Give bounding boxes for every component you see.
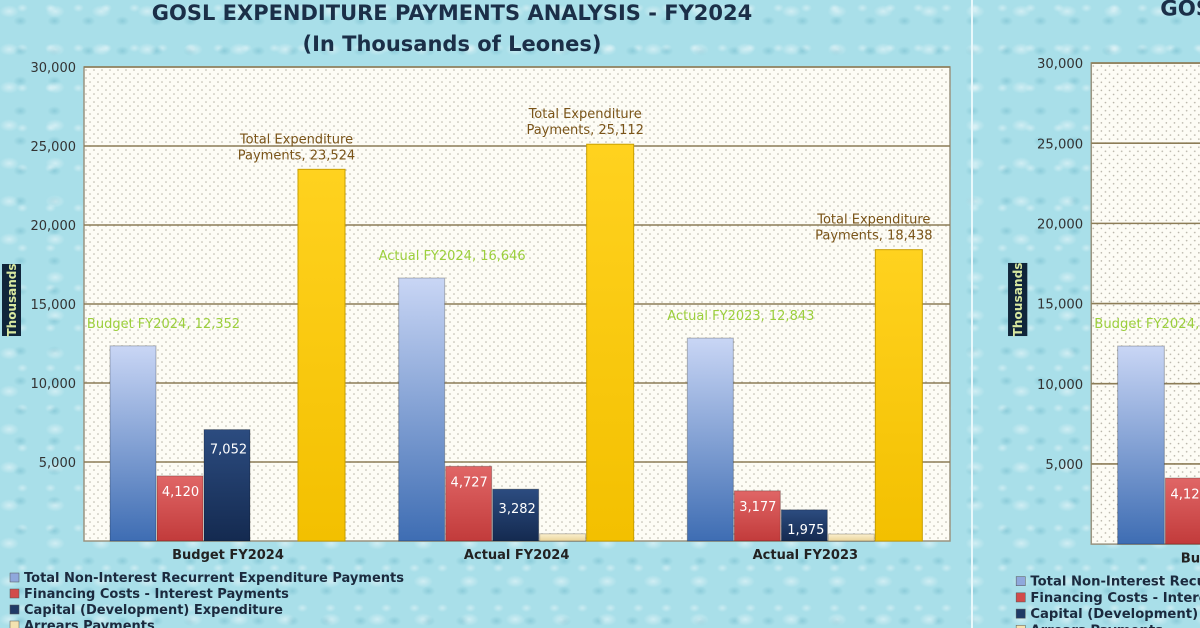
bar-1-0: [398, 277, 446, 542]
bar-2-3: [827, 533, 875, 542]
bar-1-4: [586, 143, 635, 542]
y-tick-label: 15,000: [1037, 298, 1083, 313]
data-label: 4,120: [162, 485, 199, 500]
y-tick-label: 20,000: [31, 219, 77, 234]
y-tick-label: 30,000: [31, 61, 77, 76]
legend-item: Total Non-Interest Recurrent Expenditure…: [24, 571, 404, 586]
bar-0-0: [1118, 346, 1165, 544]
y-tick-label: 30,000: [1037, 57, 1083, 72]
y-tick-label: 15,000: [31, 298, 77, 313]
bar-1-2: [492, 488, 540, 542]
y-axis-title: Thousands: [1011, 262, 1025, 336]
data-label: Actual FY2024, 16,646: [379, 249, 526, 264]
data-label: 3,177: [739, 500, 776, 515]
legend-swatch: [9, 572, 20, 583]
legend-swatch: [9, 588, 20, 599]
bar-0-1: [1165, 478, 1200, 544]
mchart-group: 5,000 10,000 15,000 20,000 25,000 30,000 GOSL …: [2, 1, 951, 628]
total-label-line2: Payments, 23,524: [238, 148, 355, 163]
y-tick-label: 25,000: [1037, 137, 1083, 152]
data-label: Actual FY2023, 12,843: [667, 309, 814, 324]
legend-item: Total Non-Interest Recurrent Expenditure…: [1030, 575, 1200, 590]
data-label: 4,120: [1170, 487, 1200, 502]
chart-subtitle: (In Thousands of Leones): [302, 32, 601, 56]
y-tick-label: 5,000: [39, 456, 76, 471]
bar-0-0: [109, 345, 157, 542]
bar-0-2: [203, 429, 251, 542]
y-tick-label: 10,000: [1037, 378, 1083, 393]
total-label-line1: Total Expenditure: [239, 132, 353, 147]
expenditure-chart: 5,000 10,000 15,000 20,000 25,000 30,000 GOSL …: [2, 1, 951, 628]
bar-2-0: [686, 337, 734, 542]
y-tick-label: 10,000: [31, 377, 77, 392]
y-tick-label: 25,000: [31, 140, 77, 155]
bar-2-2: [780, 509, 828, 542]
legend-item: Arrears Payments: [1030, 623, 1163, 628]
category-label: Actual FY2023: [753, 548, 858, 563]
data-label: 3,282: [499, 502, 536, 517]
legend-item: Arrears Payments: [24, 619, 155, 628]
chart-title: GOSL EXPENDITURE PAYMENTS ANALYSIS - FY2…: [152, 1, 753, 25]
total-label-line1: Total Expenditure: [816, 213, 930, 228]
y-axis-title-box: [2, 264, 21, 336]
legend-item: Capital (Development) Expenditure: [24, 603, 283, 618]
bar-0-4: [297, 168, 346, 542]
dchart-group: 5,000 10,000 15,000 20,000 25,000 30,000 GOSL …: [1008, 0, 1200, 628]
y-tick-label: 5,000: [1045, 458, 1083, 473]
data-label: 4,727: [451, 475, 488, 490]
chart-title: GOSL EXPENDITURE PAYMENTS ANALYSIS - FY2…: [1160, 0, 1200, 21]
legend-swatch: [1016, 593, 1025, 602]
legend-swatch: [1016, 577, 1025, 586]
category-label: Budget FY2024: [1181, 551, 1200, 566]
total-label-line2: Payments, 18,438: [815, 229, 932, 244]
data-label: Budget FY2024, 12,352: [1094, 317, 1200, 332]
category-label: Actual FY2024: [464, 548, 569, 563]
legend-item: Financing Costs - Interest Payments: [24, 587, 289, 602]
total-label-line1: Total Expenditure: [528, 107, 642, 122]
bar-1-1: [445, 465, 493, 542]
legend-item: Capital (Development) Expenditure: [1030, 607, 1200, 622]
legend-swatch: [9, 620, 20, 628]
legend-swatch: [1016, 609, 1025, 618]
y-axis-title: Thousands: [5, 263, 19, 336]
bar-0-1: [156, 475, 204, 542]
bar-2-4: [874, 249, 923, 542]
data-label: 7,052: [210, 443, 247, 458]
total-label-line2: Payments, 25,112: [526, 123, 643, 138]
data-label: Budget FY2024, 12,352: [87, 317, 240, 332]
bar-1-3: [539, 533, 587, 542]
category-label: Budget FY2024: [172, 548, 284, 563]
y-tick-label: 20,000: [1037, 217, 1083, 232]
legend-swatch: [1016, 625, 1025, 628]
legend-swatch: [9, 604, 20, 615]
data-label: 1,975: [787, 523, 824, 538]
bar-2-1: [733, 490, 781, 542]
y-axis-title-box: [1008, 263, 1027, 336]
image-seam: [971, 0, 973, 628]
legend-item: Financing Costs - Interest Payments: [1030, 591, 1200, 606]
